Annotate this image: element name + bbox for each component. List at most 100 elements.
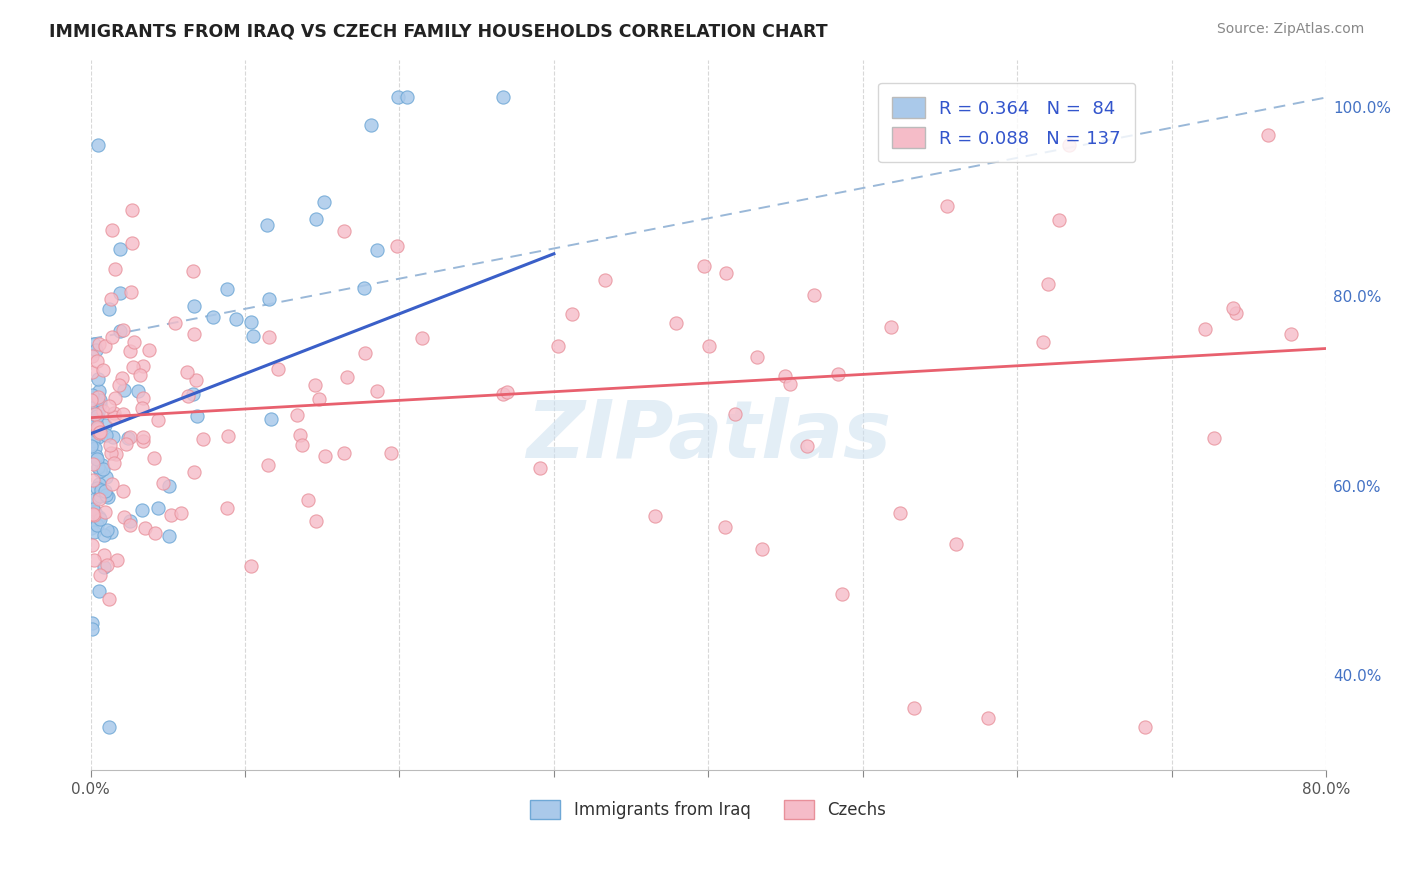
Point: [89, 489, 111, 503]
Point: [152, 475, 174, 490]
Point: [89, 512, 111, 526]
Point: [977, 711, 1000, 725]
Point: [143, 526, 166, 541]
Point: [86, 518, 108, 533]
Point: [84, 407, 107, 421]
Point: [1225, 306, 1247, 320]
Point: [889, 506, 911, 520]
Point: [101, 430, 124, 444]
Point: [80, 616, 103, 631]
Point: [110, 324, 132, 338]
Point: [304, 378, 326, 392]
Text: IMMIGRANTS FROM IRAQ VS CZECH FAMILY HOUSEHOLDS CORRELATION CHART: IMMIGRANTS FROM IRAQ VS CZECH FAMILY HOU…: [49, 22, 828, 40]
Point: [122, 335, 145, 350]
Point: [159, 508, 181, 522]
Point: [93, 404, 115, 418]
Point: [132, 430, 155, 444]
Point: [111, 371, 134, 385]
Point: [118, 429, 141, 443]
Point: [120, 518, 142, 533]
Point: [1047, 213, 1070, 227]
Point: [87, 422, 110, 436]
Point: [297, 492, 319, 507]
Point: [86, 391, 108, 405]
Point: [492, 387, 515, 401]
Point: [118, 514, 141, 528]
Point: [903, 701, 925, 715]
Point: [333, 224, 356, 238]
Point: [186, 409, 208, 423]
Point: [94, 339, 117, 353]
Point: [1204, 431, 1226, 445]
Point: [98, 591, 121, 606]
Point: [89, 397, 111, 411]
Point: [127, 384, 149, 398]
Point: [82, 395, 104, 409]
Point: [112, 407, 135, 421]
Point: [880, 320, 903, 334]
Point: [716, 266, 738, 280]
Point: [239, 559, 262, 574]
Point: [129, 368, 152, 383]
Point: [83, 524, 105, 539]
Point: [217, 429, 239, 443]
Point: [366, 384, 388, 398]
Point: [644, 508, 666, 523]
Point: [90, 483, 112, 497]
Point: [945, 537, 967, 551]
Point: [103, 456, 125, 470]
Point: [333, 445, 356, 459]
Point: [80, 393, 103, 408]
Point: [745, 351, 768, 365]
Point: [779, 377, 801, 392]
Point: [1279, 326, 1302, 341]
Point: [82, 434, 104, 449]
Point: [105, 447, 128, 461]
Point: [561, 307, 583, 321]
Point: [751, 542, 773, 557]
Point: [101, 222, 124, 236]
Point: [148, 412, 170, 426]
Point: [80, 350, 103, 364]
Point: [257, 330, 280, 344]
Point: [803, 287, 825, 301]
Point: [146, 500, 169, 515]
Point: [93, 560, 115, 574]
Point: [98, 438, 121, 452]
Point: [170, 506, 193, 520]
Point: [98, 720, 121, 734]
Point: [336, 369, 359, 384]
Point: [288, 427, 311, 442]
Point: [183, 326, 205, 341]
Point: [314, 194, 336, 209]
Point: [120, 343, 142, 358]
Point: [117, 431, 139, 445]
Point: [132, 391, 155, 405]
Point: [593, 273, 616, 287]
Point: [87, 426, 110, 441]
Point: [225, 312, 247, 326]
Point: [83, 553, 105, 567]
Point: [184, 373, 207, 387]
Point: [80, 538, 103, 552]
Point: [87, 137, 110, 152]
Point: [138, 343, 160, 357]
Point: [100, 446, 122, 460]
Point: [773, 369, 796, 384]
Point: [1257, 128, 1279, 143]
Point: [82, 501, 104, 516]
Point: [157, 529, 180, 543]
Point: [100, 330, 122, 344]
Point: [308, 392, 330, 407]
Point: [1057, 137, 1080, 152]
Point: [100, 292, 122, 306]
Point: [714, 520, 737, 534]
Point: [83, 410, 105, 425]
Point: [202, 310, 225, 325]
Point: [89, 491, 111, 506]
Point: [496, 384, 519, 399]
Point: [142, 451, 165, 466]
Point: [305, 514, 328, 528]
Point: [935, 199, 957, 213]
Text: ZIPatlas: ZIPatlas: [526, 397, 891, 475]
